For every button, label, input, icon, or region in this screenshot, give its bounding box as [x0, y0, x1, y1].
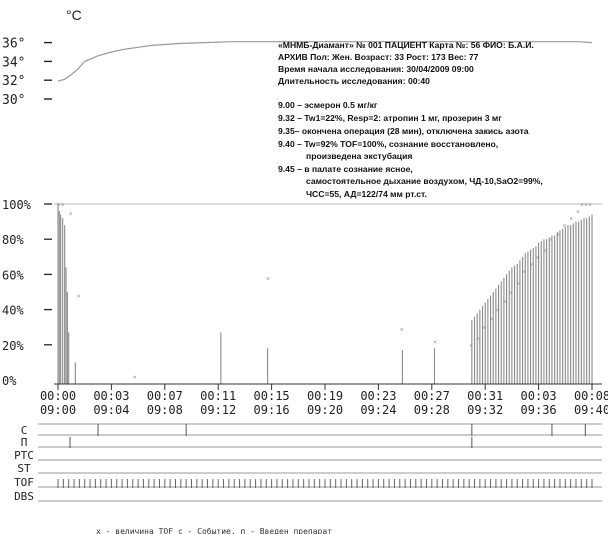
event-note: 9.35– окончена операция (28 мин), отключ… — [278, 126, 529, 136]
x-tick-clock-label: 09:40 — [574, 403, 608, 417]
tof-marker: × — [61, 202, 65, 209]
tof-markers: × ××××××××××××××××××××××××× × × — [57, 202, 592, 381]
x-tick-elapsed-label: 00:11 — [200, 389, 236, 403]
percent-tick-label: 80% — [2, 233, 24, 247]
patient-info-line2: АРХИВ Пол: Жен. Возраст: 33 Рост: 173 Ве… — [278, 52, 479, 62]
tof-marker: × — [509, 290, 513, 297]
temperature-tick-label: 30° — [2, 93, 25, 108]
t1-bars — [57, 204, 593, 384]
x-tick-clock-label: 09:00 — [40, 403, 76, 417]
percent-tick-label: 40% — [2, 304, 24, 318]
x-tick-elapsed-label: 00:19 — [307, 389, 343, 403]
tof-marker: × — [77, 293, 81, 300]
x-tick-elapsed-label: 00:08 — [574, 389, 608, 403]
temperature-y-ticks: 36° 34° 32° 30° — [2, 37, 52, 108]
track-label: DBS — [14, 490, 34, 503]
event-note: произведена экстубация — [306, 151, 412, 161]
tof-marker: × — [584, 202, 588, 209]
percent-y-ticks: 100% 80% 60% 40% 20% 0% — [2, 198, 52, 388]
tof-marker: × — [266, 275, 270, 282]
x-tick-clock-label: 09:04 — [93, 403, 129, 417]
track-label: TOF — [14, 476, 34, 489]
patient-info-line4: Длительность исследования: 00:40 — [278, 76, 430, 86]
temperature-panel: °C 36° 34° 32° 30° — [2, 7, 593, 108]
tof-marker: × — [400, 326, 404, 333]
event-note: 9.32 – Tw1=22%, Resp=2: атропин 1 мг, пр… — [278, 113, 502, 123]
x-tick-elapsed-label: 00:03 — [93, 389, 129, 403]
tof-marker: × — [469, 342, 473, 349]
tof-marker: × — [57, 202, 61, 209]
tof-marker: × — [516, 281, 520, 288]
tof-marker: × — [563, 223, 567, 230]
event-note: 9.45 – в палате сознание ясное, — [278, 164, 413, 174]
event-note: самостоятельное дыхание воздухом, ЧД-10,… — [306, 176, 543, 186]
tof-marker: × — [569, 216, 573, 223]
x-tick-clock-label: 09:36 — [521, 403, 557, 417]
tof-marker: × — [543, 247, 547, 254]
tof-marker: × — [523, 268, 527, 275]
x-tick-elapsed-label: 00:31 — [467, 389, 503, 403]
tof-marker: × — [580, 202, 584, 209]
percent-tick-label: 60% — [2, 268, 24, 282]
tof-marker: × — [489, 316, 493, 323]
x-tick-elapsed-label: 00:03 — [521, 389, 557, 403]
temperature-line — [57, 41, 593, 82]
tof-marker: × — [476, 335, 480, 342]
tof-marker: × — [529, 261, 533, 268]
track-label: С — [21, 424, 28, 437]
legend-footnote: x - величина TOF с - Событие, п - Введен… — [96, 526, 332, 534]
percent-tick-label: 100% — [2, 198, 32, 212]
x-tick-elapsed-label: 00:15 — [254, 389, 290, 403]
tof-marker: × — [588, 202, 592, 209]
tof-marker: × — [496, 307, 500, 314]
percent-tick-label: 0% — [2, 374, 17, 388]
temperature-unit-label: °C — [66, 7, 82, 23]
event-note: 9.40 – Tw=92% TOF=100%, сознание восстан… — [278, 139, 498, 149]
track-label: ST — [17, 462, 31, 475]
x-tick-clock-label: 09:24 — [360, 403, 396, 417]
time-x-ticks: 00:0009:0000:0309:0400:0709:0800:1109:12… — [40, 384, 608, 417]
patient-info: «МНМБ-Диамант» № 001 ПАЦИЕНТ Карта №: 56… — [278, 40, 534, 86]
tof-panel: 100%80%60%40%20%0% × ××××××××××××××××××××… — [2, 198, 608, 417]
temperature-tick-label: 32° — [2, 74, 25, 89]
tof-marker: × — [483, 325, 487, 332]
event-note: 9.00 – эсмерон 0.5 мг/кг — [278, 100, 378, 110]
temperature-tick-label: 36° — [2, 37, 25, 52]
temperature-tick-label: 34° — [2, 55, 25, 70]
event-note: ЧСС=55, АД=122/74 мм рт.ст. — [306, 189, 427, 199]
track-label: П — [21, 436, 28, 449]
x-tick-clock-label: 09:08 — [147, 403, 183, 417]
x-tick-clock-label: 09:28 — [414, 403, 450, 417]
tof-marker: × — [503, 298, 507, 305]
x-tick-elapsed-label: 00:00 — [40, 389, 76, 403]
event-notes: 9.00 – эсмерон 0.5 мг/кг 9.32 – Tw1=22%,… — [278, 100, 543, 199]
tof-marker: × — [576, 209, 580, 216]
x-tick-elapsed-label: 00:07 — [147, 389, 183, 403]
patient-info-line3: Время начала исследования: 30/04/2009 09… — [278, 64, 474, 74]
x-tick-clock-label: 09:16 — [254, 403, 290, 417]
tof-marker: × — [556, 231, 560, 238]
patient-info-line1: «МНМБ-Диамант» № 001 ПАЦИЕНТ Карта №: 56… — [278, 40, 534, 50]
tof-marker: × — [433, 339, 437, 346]
x-tick-clock-label: 09:32 — [467, 403, 503, 417]
x-tick-elapsed-label: 00:27 — [414, 389, 450, 403]
tof-marker: × — [133, 374, 137, 381]
x-tick-clock-label: 09:12 — [200, 403, 236, 417]
x-tick-clock-label: 09:20 — [307, 403, 343, 417]
tof-marker: × — [536, 254, 540, 261]
percent-tick-label: 20% — [2, 339, 24, 353]
tof-marker: × — [69, 210, 73, 217]
tof-marker: × — [549, 237, 553, 244]
track-label: PTC — [14, 449, 34, 462]
x-tick-elapsed-label: 00:23 — [360, 389, 396, 403]
